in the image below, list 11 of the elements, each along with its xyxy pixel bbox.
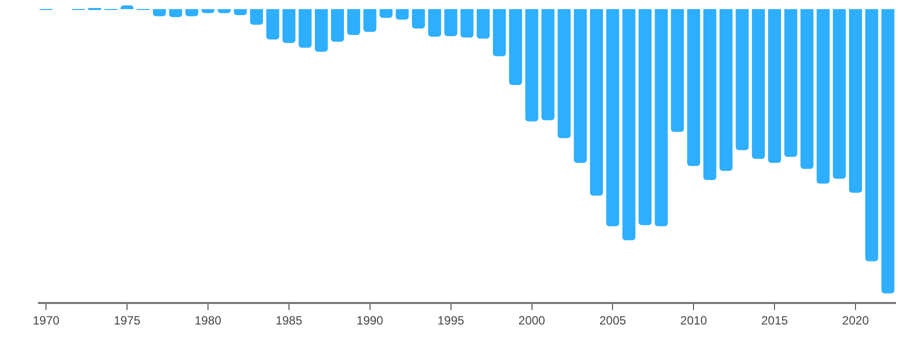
x-tick-label: 2015 [761,313,788,328]
x-tick-label: 2005 [599,313,626,328]
x-tick-label: 1980 [194,313,222,328]
x-tick-label: 2020 [842,313,870,328]
x-tick-label: 2010 [680,313,708,328]
x-tick-label: 1990 [356,313,384,328]
x-tick-label: 1995 [437,313,464,328]
x-tick-label: 1985 [276,313,303,328]
x-tick-label: 2000 [518,313,546,328]
x-tick-label: 1975 [114,313,141,328]
x-tick-label: 1970 [32,313,60,328]
